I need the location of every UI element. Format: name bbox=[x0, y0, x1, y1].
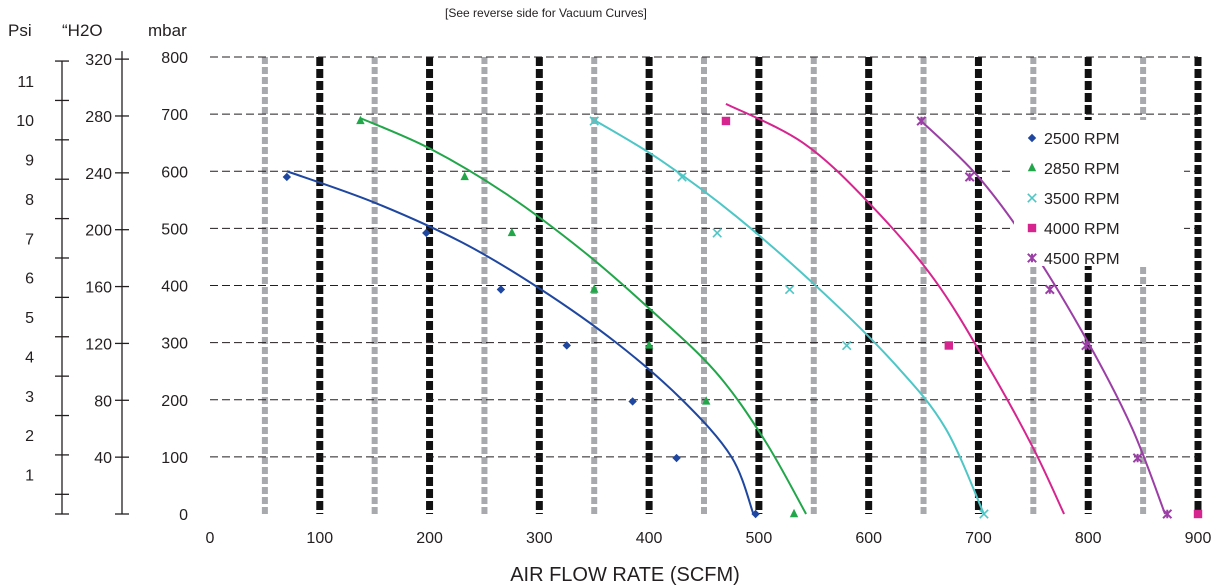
psi-tick-label: 9 bbox=[25, 153, 34, 170]
h2o-tick-label: 80 bbox=[94, 393, 112, 410]
data-point-5 bbox=[1132, 453, 1143, 463]
psi-tick-label: 1 bbox=[25, 468, 34, 485]
mbar-tick-label: 300 bbox=[161, 336, 188, 353]
legend-marker bbox=[1027, 223, 1037, 233]
data-point-5 bbox=[916, 116, 927, 126]
psi-tick-label: 4 bbox=[25, 349, 34, 366]
data-point-3 bbox=[589, 116, 599, 126]
legend-marker bbox=[1027, 162, 1037, 172]
x-tick-label: 0 bbox=[206, 530, 215, 547]
legend-label: 4000 RPM bbox=[1044, 221, 1120, 238]
data-point-5 bbox=[1162, 509, 1173, 519]
psi-tick-label: 11 bbox=[17, 74, 34, 91]
legend-marker bbox=[1027, 253, 1037, 263]
h2o-tick-label: 200 bbox=[85, 223, 112, 240]
data-point-3 bbox=[841, 340, 852, 351]
psi-tick-label: 10 bbox=[16, 113, 34, 130]
mbar-tick-label: 0 bbox=[179, 507, 188, 524]
data-point-2 bbox=[789, 508, 799, 518]
data-point-5 bbox=[1044, 284, 1055, 295]
fit-curve-4 bbox=[725, 102, 1065, 515]
data-point-3 bbox=[979, 509, 989, 519]
data-point-2 bbox=[356, 115, 365, 125]
data-point-3 bbox=[677, 172, 687, 182]
data-point-1 bbox=[562, 341, 571, 350]
psi-tick-label: 2 bbox=[25, 428, 34, 445]
h2o-tick-label: 320 bbox=[85, 52, 112, 69]
psi-tick-label: 8 bbox=[25, 192, 34, 209]
fit-curves bbox=[286, 102, 1167, 515]
data-point-1 bbox=[496, 285, 506, 294]
psi-tick-label: 7 bbox=[25, 231, 34, 248]
x-tick-label: 700 bbox=[965, 530, 992, 547]
x-axis-title: AIR FLOW RATE (SCFM) bbox=[510, 564, 740, 586]
data-point-2 bbox=[460, 171, 469, 181]
data-point-2 bbox=[644, 340, 654, 349]
psi-axis-label: Psi bbox=[8, 21, 32, 40]
mbar-tick-label: 600 bbox=[161, 164, 188, 181]
h2o-tick-label: 40 bbox=[94, 450, 112, 467]
legend-marker bbox=[1027, 133, 1037, 143]
legend-label: 2500 RPM bbox=[1044, 131, 1120, 148]
psi-tick-label: 6 bbox=[25, 271, 34, 288]
data-point-5 bbox=[1081, 340, 1091, 351]
fit-curve-5 bbox=[917, 117, 1167, 515]
x-tick-label: 400 bbox=[636, 530, 663, 547]
fit-curve-2 bbox=[359, 117, 807, 515]
data-points bbox=[282, 115, 1203, 519]
data-point-5 bbox=[964, 172, 975, 182]
mbar-tick-label: 500 bbox=[161, 221, 188, 238]
data-point-1 bbox=[672, 453, 681, 463]
axes: 0 100 200 300 400 500 600 700 800 900 0 100 200 300 40… bbox=[16, 50, 1211, 547]
x-tick-label: 300 bbox=[526, 530, 553, 547]
x-tick-label: 500 bbox=[746, 530, 773, 547]
data-point-3 bbox=[712, 228, 722, 238]
mbar-axis-label: mbar bbox=[148, 21, 187, 40]
legend-box bbox=[1014, 120, 1184, 266]
vacuum-curves-note: [See reverse side for Vacuum Curves] bbox=[445, 6, 647, 20]
x-tick-label: 200 bbox=[416, 530, 443, 547]
h2o-tick-label: 160 bbox=[85, 280, 112, 297]
x-tick-label: 100 bbox=[306, 530, 333, 547]
mbar-tick-label: 700 bbox=[161, 107, 188, 124]
data-point-2 bbox=[507, 227, 517, 237]
data-point-1 bbox=[422, 228, 431, 238]
psi-tick-label: 5 bbox=[25, 310, 34, 327]
mbar-tick-label: 200 bbox=[161, 393, 188, 410]
mbar-tick-label: 400 bbox=[161, 279, 188, 296]
x-tick-label: 600 bbox=[855, 530, 882, 547]
h2o-tick-label: 240 bbox=[85, 166, 112, 183]
h2o-axis-label: “H2O bbox=[62, 21, 103, 40]
data-point-2 bbox=[590, 284, 599, 293]
data-point-1 bbox=[282, 172, 292, 182]
legend-marker bbox=[1027, 193, 1037, 203]
x-tick-label: 900 bbox=[1185, 530, 1212, 547]
legend-label: 2850 RPM bbox=[1044, 161, 1120, 178]
mbar-tick-label: 800 bbox=[161, 50, 188, 67]
fit-curve-1 bbox=[286, 170, 755, 515]
fit-curve-3 bbox=[590, 117, 985, 515]
legend-label: 3500 RPM bbox=[1044, 191, 1120, 208]
data-point-4 bbox=[721, 116, 731, 126]
h2o-tick-label: 120 bbox=[85, 336, 112, 353]
legend-label: 4500 RPM bbox=[1044, 251, 1120, 268]
data-point-2 bbox=[701, 396, 711, 405]
data-point-1 bbox=[628, 397, 637, 406]
x-tick-label: 800 bbox=[1075, 530, 1102, 547]
data-point-3 bbox=[784, 284, 795, 295]
data-point-1 bbox=[751, 509, 760, 519]
data-point-4 bbox=[944, 341, 954, 350]
mbar-tick-label: 100 bbox=[161, 450, 188, 467]
legend: 2500 RPM 2850 RPM 3500 RPM 4000 RPM 4500 RPM bbox=[1014, 120, 1184, 268]
data-point-4 bbox=[1193, 509, 1203, 519]
h2o-tick-label: 280 bbox=[85, 109, 112, 126]
psi-tick-label: 3 bbox=[25, 389, 34, 406]
